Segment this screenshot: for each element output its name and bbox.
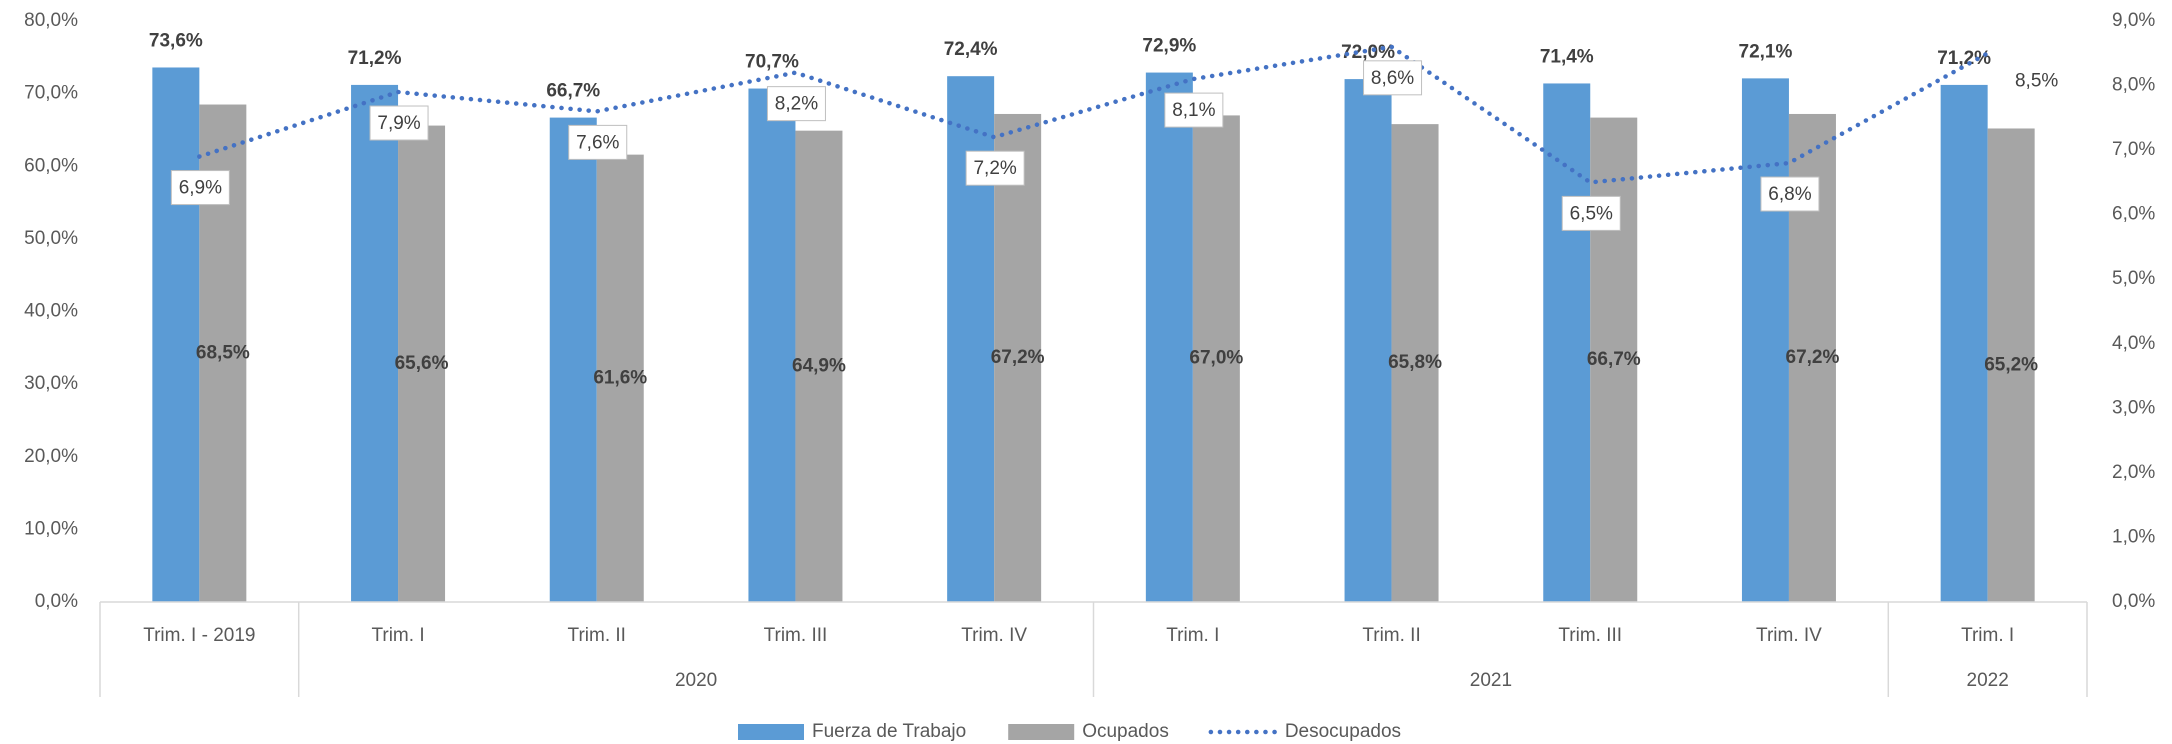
- data-label: 68,5%: [196, 342, 250, 363]
- data-label: 72,9%: [1142, 36, 1196, 57]
- data-label: 65,6%: [395, 353, 449, 374]
- data-label: 64,9%: [792, 355, 846, 376]
- y-tick-label: 80,0%: [24, 10, 78, 31]
- y2-tick-label: 7,0%: [2112, 139, 2155, 160]
- data-label: 71,2%: [1937, 48, 1991, 69]
- group-label: 2021: [1470, 670, 1512, 691]
- x-tick-label: Trim. III: [764, 625, 828, 646]
- y2-tick-label: 0,0%: [2112, 591, 2155, 612]
- data-label-box: [2007, 63, 2066, 98]
- bar: [1543, 83, 1591, 602]
- legend-label: Ocupados: [1082, 721, 1169, 742]
- data-label: 72,1%: [1739, 41, 1793, 62]
- data-label: 71,2%: [348, 48, 402, 69]
- data-label: 8,5%: [2015, 70, 2058, 91]
- data-label: 67,2%: [991, 347, 1045, 368]
- data-label: 8,2%: [775, 94, 818, 115]
- data-label-box: [568, 124, 628, 160]
- data-label: 6,9%: [179, 178, 222, 199]
- group-label: 2022: [1967, 670, 2009, 691]
- data-label: 72,4%: [944, 39, 998, 60]
- data-label: 66,7%: [546, 81, 600, 102]
- y2-tick-label: 1,0%: [2112, 526, 2155, 547]
- data-label-box: [766, 86, 826, 122]
- data-label: 71,4%: [1540, 46, 1594, 67]
- x-tick-label: Trim. I: [1961, 625, 2014, 646]
- bar: [748, 88, 796, 602]
- y-tick-label: 10,0%: [24, 518, 78, 539]
- y-tick-label: 0,0%: [35, 591, 78, 612]
- bar: [549, 117, 597, 602]
- y2-tick-label: 8,0%: [2112, 75, 2155, 96]
- data-label-box: [965, 150, 1025, 186]
- data-label: 8,1%: [1172, 100, 1215, 121]
- bar: [795, 130, 843, 602]
- y2-tick-label: 2,0%: [2112, 462, 2155, 483]
- group-label: 2020: [675, 670, 717, 691]
- x-tick-label: Trim. II: [568, 625, 626, 646]
- x-tick-label: Trim. I: [371, 625, 424, 646]
- data-label: 72,0%: [1341, 42, 1395, 63]
- y-tick-label: 30,0%: [24, 373, 78, 394]
- bar: [1741, 78, 1789, 602]
- y2-tick-label: 5,0%: [2112, 268, 2155, 289]
- y-tick-label: 60,0%: [24, 155, 78, 176]
- bar: [351, 84, 399, 602]
- data-label: 6,8%: [1768, 184, 1811, 205]
- bar: [596, 154, 644, 602]
- y2-tick-label: 3,0%: [2112, 397, 2155, 418]
- data-label: 70,7%: [745, 52, 799, 73]
- data-label: 73,6%: [149, 30, 203, 51]
- data-label-box: [1760, 176, 1820, 212]
- data-label: 65,2%: [1984, 354, 2038, 375]
- bar: [1987, 128, 2035, 603]
- x-tick-label: Trim. I: [1166, 625, 1219, 646]
- data-label-box: [1363, 60, 1423, 96]
- bar: [1391, 124, 1439, 602]
- bar: [1344, 79, 1392, 603]
- y-tick-label: 50,0%: [24, 228, 78, 249]
- y2-tick-label: 6,0%: [2112, 204, 2155, 225]
- legend-swatch: [738, 724, 804, 740]
- y-tick-label: 20,0%: [24, 446, 78, 467]
- y-tick-label: 40,0%: [24, 301, 78, 322]
- data-label: 6,5%: [1570, 203, 1613, 224]
- data-label-box: [1561, 195, 1621, 231]
- y2-tick-label: 4,0%: [2112, 333, 2155, 354]
- bar: [1145, 72, 1193, 603]
- bar: [1940, 84, 1988, 602]
- x-tick-label: Trim. IV: [961, 625, 1027, 646]
- x-tick-label: Trim. III: [1558, 625, 1622, 646]
- data-label: 66,7%: [1587, 349, 1641, 370]
- data-label: 67,0%: [1189, 348, 1243, 369]
- bar: [994, 113, 1042, 603]
- bar: [398, 125, 446, 602]
- data-label-box: [1164, 92, 1224, 128]
- data-label-box: [170, 170, 230, 206]
- data-label: 65,8%: [1388, 352, 1442, 373]
- x-tick-label: Trim. II: [1362, 625, 1420, 646]
- bar: [152, 67, 200, 603]
- line: [197, 44, 1990, 185]
- data-label-box: [369, 105, 429, 141]
- data-label: 7,9%: [377, 113, 420, 134]
- y2-tick-label: 9,0%: [2112, 10, 2155, 31]
- legend-swatch: [1008, 724, 1075, 740]
- data-label: 67,2%: [1786, 347, 1840, 368]
- x-tick-label: Trim. I - 2019: [143, 625, 255, 646]
- data-label: 7,6%: [576, 132, 619, 153]
- legend-label: Fuerza de Trabajo: [812, 721, 966, 742]
- data-label: 7,2%: [973, 158, 1016, 179]
- bar: [1192, 115, 1240, 602]
- legend-label: Desocupados: [1285, 721, 1401, 742]
- y-tick-label: 70,0%: [24, 83, 78, 104]
- data-label: 8,6%: [1371, 68, 1414, 89]
- data-label: 61,6%: [593, 367, 647, 388]
- x-tick-label: Trim. IV: [1756, 625, 1822, 646]
